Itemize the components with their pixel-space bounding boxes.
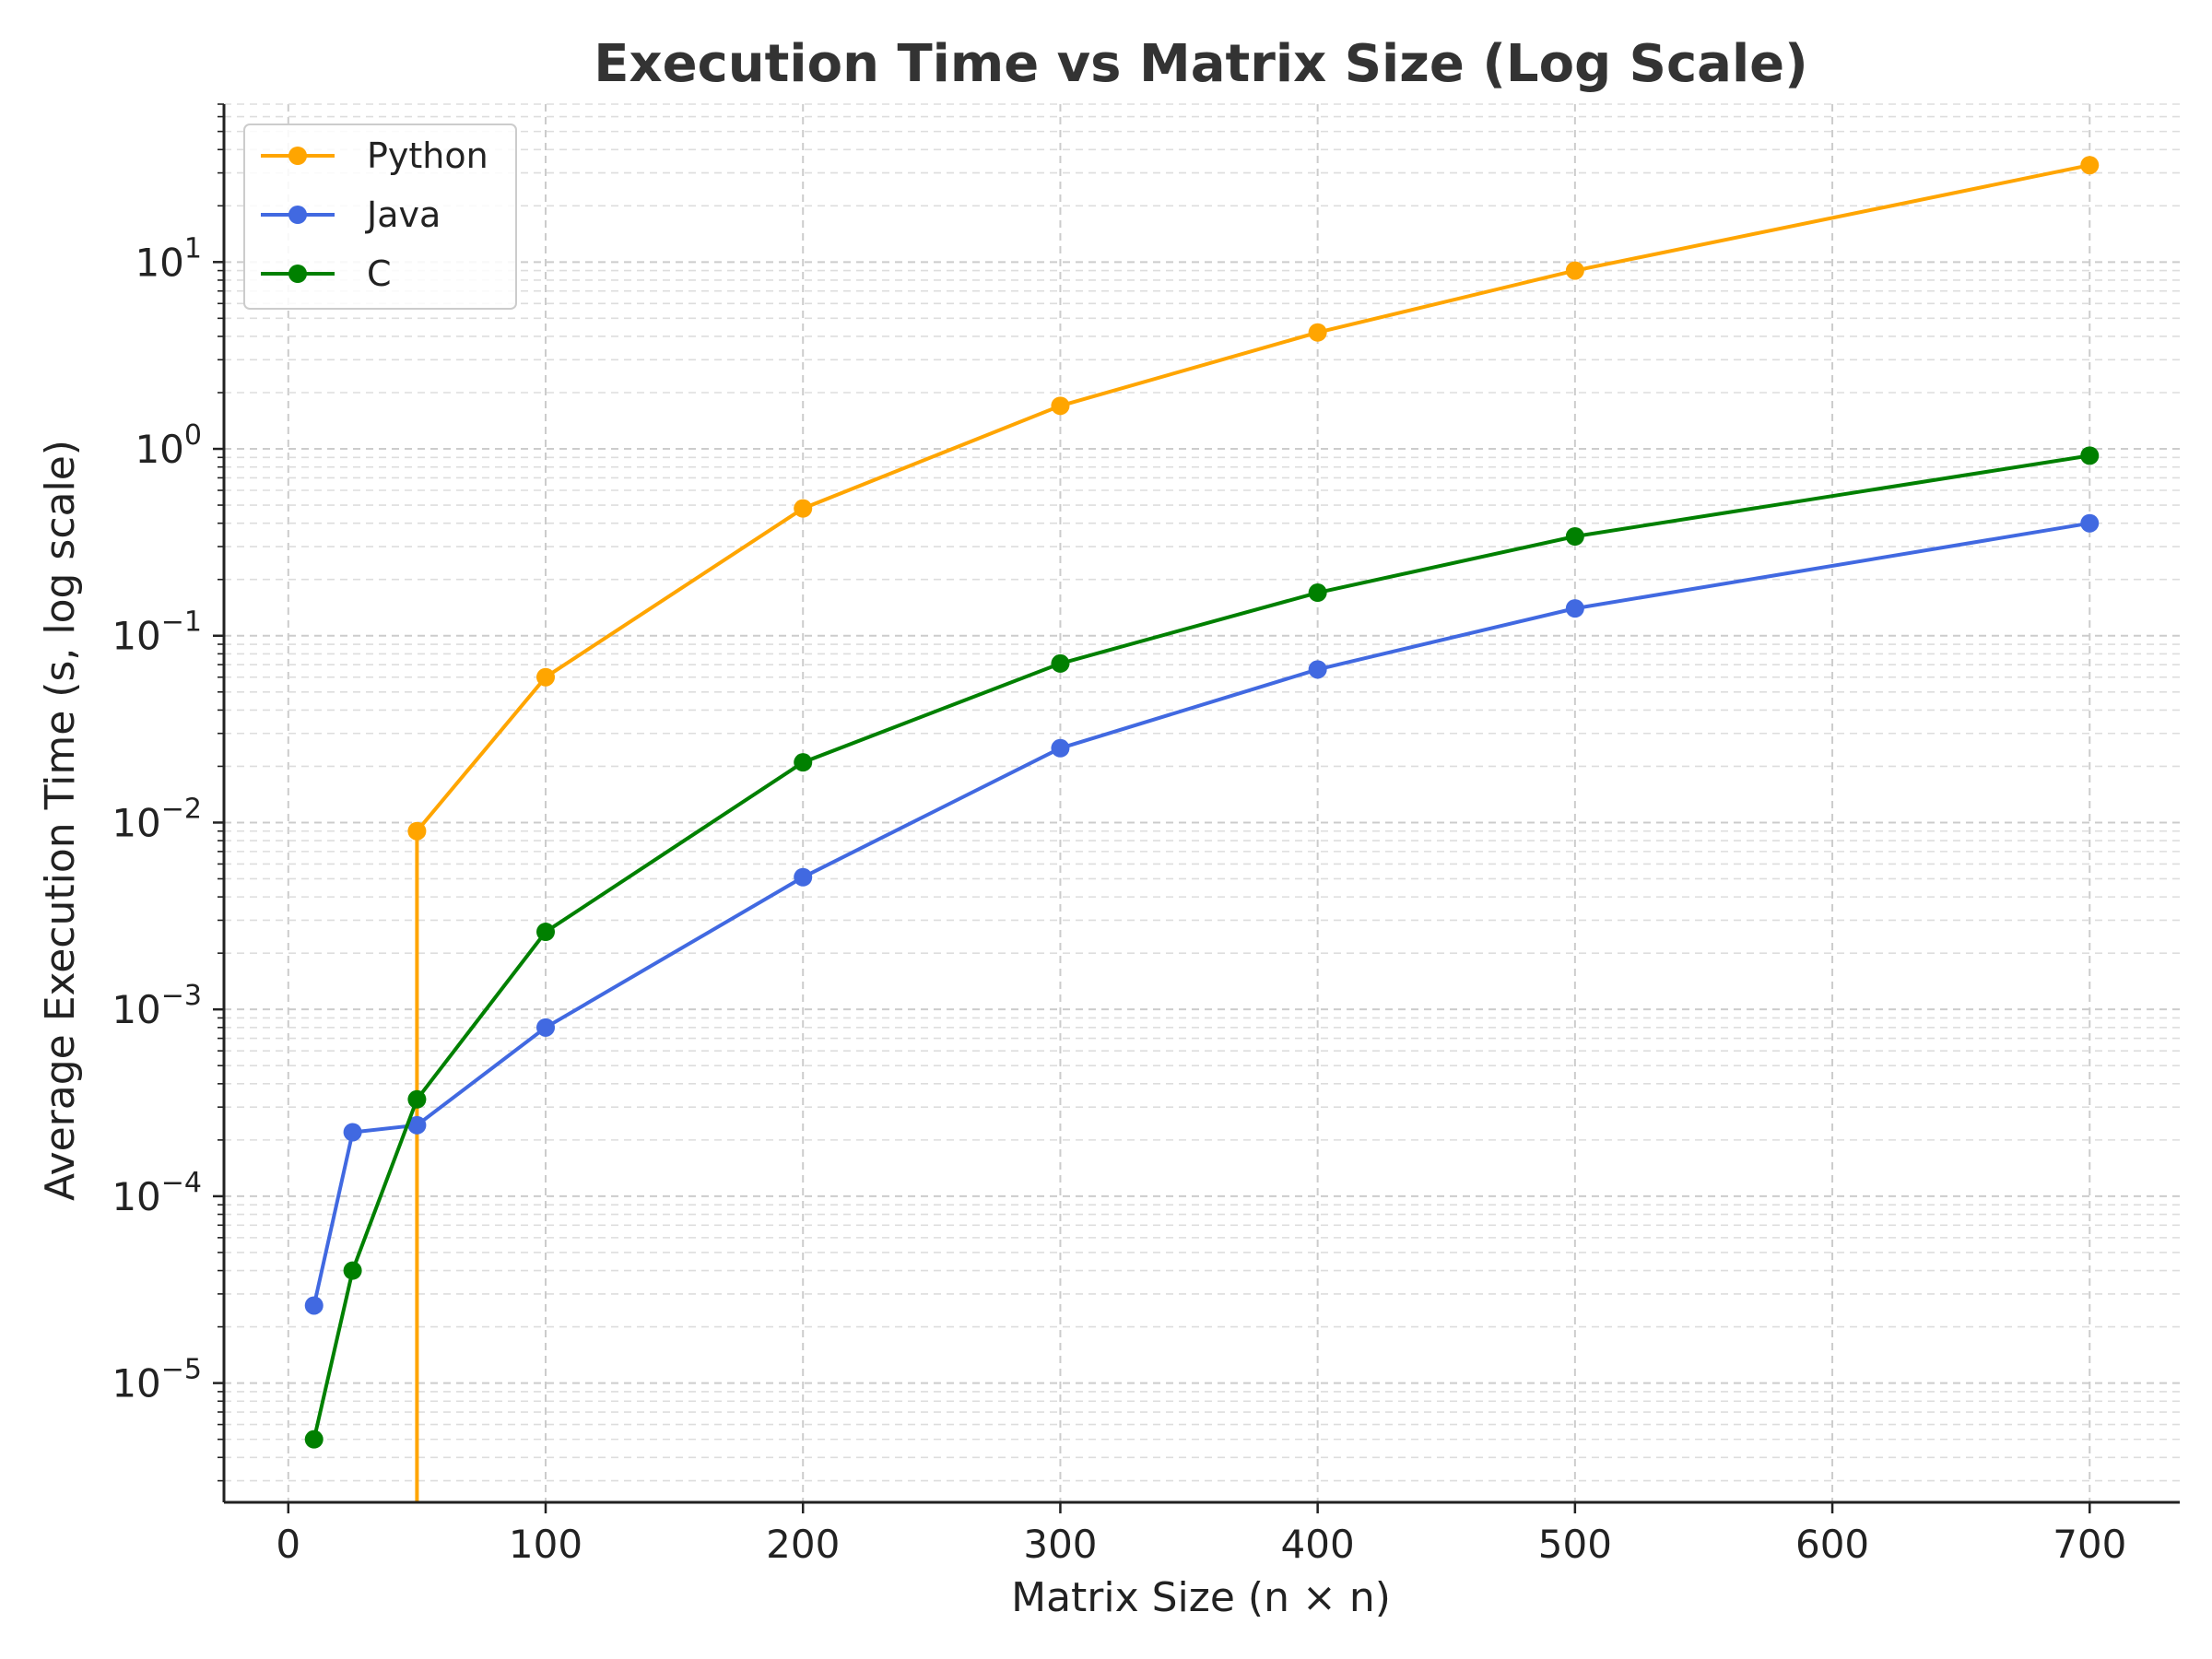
series-c-point [304,1430,324,1449]
series-java-point [1308,660,1327,679]
series-java-point [1565,599,1584,618]
series-c-point [343,1261,362,1280]
series-c-point [2080,446,2100,465]
series-java-point [536,1018,556,1037]
series-c-point [536,923,556,942]
y-tick-label: 100 [135,419,202,472]
series-java-point [304,1296,324,1315]
y-tick-label: 10−2 [112,793,202,845]
series-c-point [407,1089,427,1109]
series-java-point [794,867,813,887]
series-java-point [343,1123,362,1142]
series-python-point [1051,396,1070,416]
x-tick-label: 100 [509,1522,582,1567]
y-axis-ticks: 10−5 10−4 10−3 10−2 10−1 100 101 [112,103,224,1482]
x-tick-label: 700 [2053,1522,2126,1567]
y-tick-label: 10−4 [112,1167,202,1219]
series-python-point [1565,261,1584,280]
plot-series [304,156,2100,1502]
legend-python-label: Python [367,135,488,176]
series-c-point [1308,583,1327,603]
legend-c-label: C [367,253,392,294]
series-c-line [312,453,2090,1441]
series-c-point [794,753,813,772]
y-tick-label: 10−1 [112,606,202,659]
y-tick-label: 10−3 [112,980,202,1032]
series-python-point [536,667,556,687]
x-tick-label: 0 [276,1522,300,1567]
y-axis-label: Average Execution Time (s, log scale) [37,440,84,1201]
legend-c-marker [288,265,307,283]
y-tick-label: 10−5 [112,1354,202,1406]
series-c-point [1051,653,1070,673]
legend-java-label: Java [365,194,441,235]
chart-title: Execution Time vs Matrix Size (Log Scale… [594,34,1808,94]
legend-java-marker [288,206,307,224]
series-python-point [794,499,813,518]
legend-python-marker [288,147,307,165]
grid [224,103,2180,1502]
x-tick-label: 200 [766,1522,840,1567]
series-python-point [407,821,427,841]
x-tick-label: 400 [1281,1522,1355,1567]
series-java-point [1051,738,1070,758]
series-java-line [312,521,2090,1306]
x-tick-label: 600 [1795,1522,1869,1567]
y-tick-label: 101 [135,232,202,285]
series-python-line [415,163,2090,833]
x-tick-label: 300 [1023,1522,1097,1567]
series-java-point [407,1115,427,1135]
series-c-point [1565,527,1584,547]
legend-box [243,124,517,310]
series-python-point [1308,323,1327,342]
series-java-point [2080,513,2100,533]
x-axis-label: Matrix Size (n × n) [1011,1574,1391,1621]
legend: Python Java C [243,124,517,310]
x-tick-label: 500 [1538,1522,1612,1567]
axes [222,104,2180,1504]
series-python-point [2080,156,2100,175]
x-axis-ticks: 0 100 200 300 400 500 600 700 [276,1502,2126,1567]
